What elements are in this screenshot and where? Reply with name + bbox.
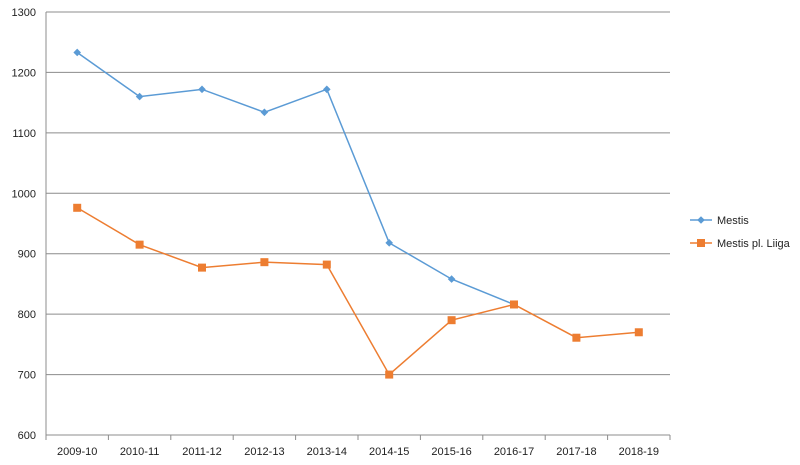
series-line-mestis — [76, 51, 515, 306]
data-point-mestis-pl-liiga — [135, 240, 144, 249]
data-point-mestis — [385, 239, 393, 247]
y-tick-label: 700 — [18, 370, 36, 382]
data-point-mestis-pl-liiga — [198, 263, 206, 272]
legend-label-mestis: Mestis — [717, 215, 749, 227]
series-mestis — [73, 48, 518, 309]
x-tick-label: 2009-10 — [57, 446, 97, 458]
x-tick-label: 2015-16 — [431, 446, 471, 458]
y-tick-labels: 600 700 800 900 1000 1100 1200 1300 — [12, 7, 36, 442]
data-point-mestis — [260, 108, 269, 117]
data-point-mestis-pl-liiga — [447, 316, 456, 325]
x-tick-label: 2017-18 — [556, 446, 596, 458]
data-point-mestis-pl-liiga — [73, 203, 82, 212]
series-mestis-pl-liiga — [73, 203, 643, 379]
legend-label-mestis-pl-liiga: Mestis pl. Liiga — [717, 238, 791, 250]
series-line-mestis-pl-liiga — [76, 207, 639, 376]
x-tick-label: 2018-19 — [619, 446, 659, 458]
y-tick-label: 800 — [18, 309, 36, 321]
data-point-mestis-pl-liiga — [572, 333, 581, 342]
data-point-mestis-pl-liiga — [260, 258, 269, 267]
x-tick-labels: 2009-10 2010-11 2011-12 2012-13 2013-14 2014-… — [57, 446, 659, 458]
legend-marker-mestis-pl-liiga — [697, 239, 705, 247]
y-tick-label: 900 — [18, 249, 36, 261]
legend-marker-mestis — [697, 216, 705, 224]
legend: Mestis Mestis pl. Liiga — [690, 215, 791, 250]
x-tick-label: 2012-13 — [244, 446, 284, 458]
data-point-mestis-pl-liiga — [322, 260, 331, 269]
series-layer — [73, 48, 643, 379]
gridlines — [46, 11, 670, 376]
x-tick-label: 2010-11 — [120, 446, 160, 458]
x-tick-label: 2011-12 — [182, 446, 222, 458]
data-point-mestis — [198, 85, 206, 94]
data-point-mestis — [135, 92, 144, 101]
data-point-mestis — [323, 85, 331, 94]
y-tick-label: 600 — [18, 430, 36, 442]
x-tick-label: 2013-14 — [307, 446, 347, 458]
data-point-mestis — [73, 48, 81, 57]
y-tick-label: 1300 — [12, 7, 36, 19]
x-tick-label: 2016-17 — [494, 446, 534, 458]
data-point-mestis-pl-liiga — [510, 300, 518, 309]
y-tick-label: 1200 — [12, 67, 36, 79]
data-point-mestis-pl-liiga — [634, 328, 643, 337]
y-tick-label: 1000 — [12, 188, 36, 200]
x-tick-label: 2014-15 — [369, 446, 409, 458]
data-point-mestis — [447, 275, 456, 283]
y-tick-label: 1100 — [12, 128, 36, 140]
data-point-mestis-pl-liiga — [385, 370, 394, 379]
axes — [45, 12, 671, 440]
